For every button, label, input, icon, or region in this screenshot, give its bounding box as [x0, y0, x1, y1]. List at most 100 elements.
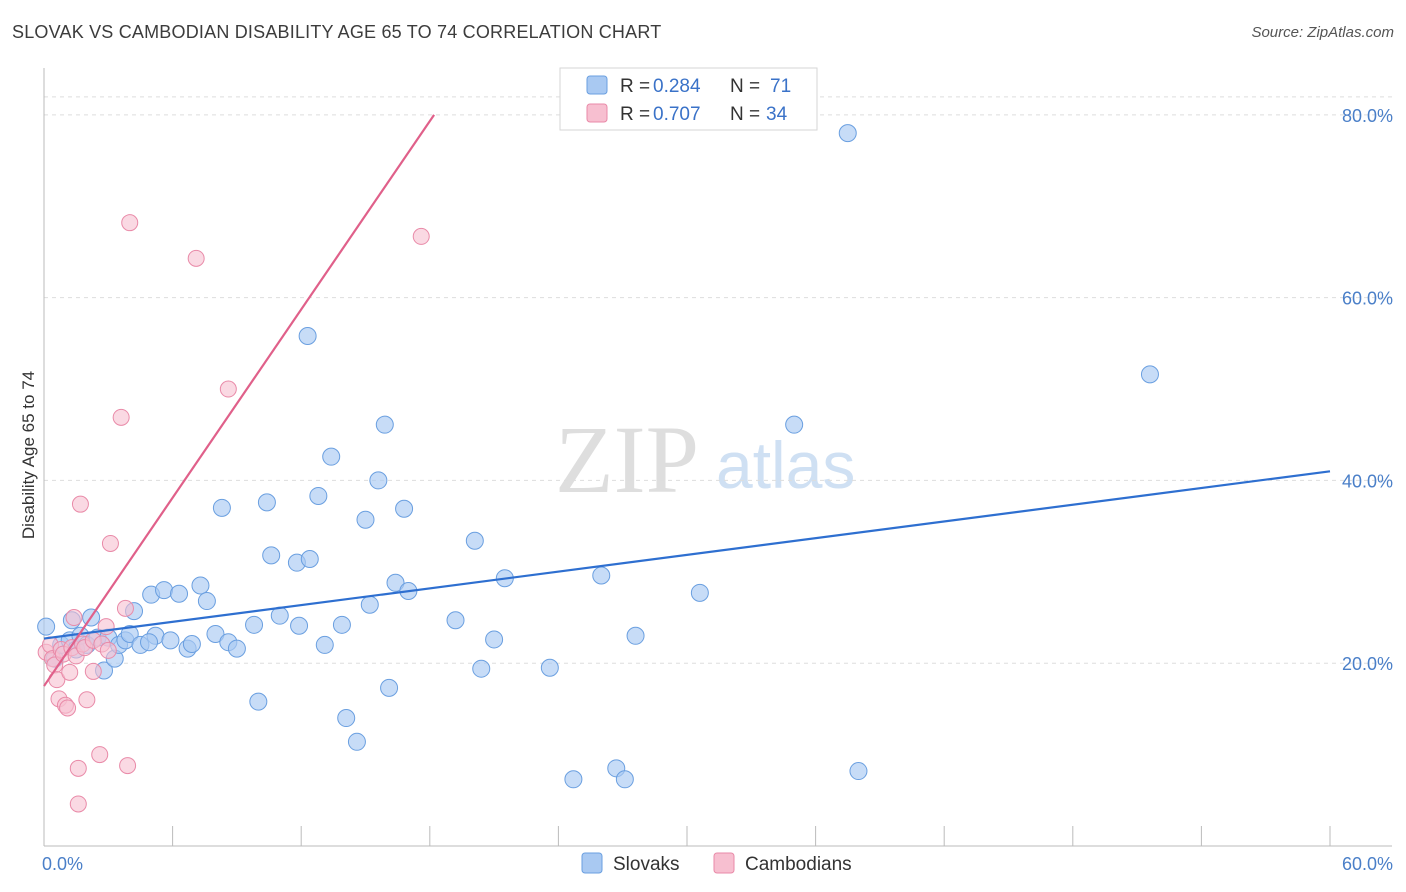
- slovak-point: [690, 583, 709, 602]
- slovak-point: [315, 635, 334, 654]
- slovak-point: [386, 573, 405, 592]
- slovak-point: [161, 631, 180, 650]
- slovak-point: [360, 595, 379, 614]
- slovak-point: [309, 486, 328, 505]
- cambodian-point: [71, 495, 89, 513]
- slovak-point: [212, 498, 231, 517]
- slovak-point: [369, 471, 388, 490]
- y-tick-label: 40.0%: [1342, 471, 1393, 491]
- bottom-legend-slovaks: Slovaks: [613, 854, 680, 875]
- slovaks-series: [37, 124, 1159, 789]
- slovak-point: [182, 635, 201, 654]
- legend-n-value-slovaks: 71: [770, 76, 791, 97]
- bottom-legend: Slovaks Cambodians: [581, 852, 852, 875]
- slovak-point: [356, 510, 375, 529]
- slovak-point: [347, 732, 366, 751]
- y-axis-label: Disability Age 65 to 74: [19, 371, 38, 539]
- cambodian-point: [61, 663, 79, 681]
- slovak-point: [485, 630, 504, 649]
- legend-swatch-slovaks: [586, 75, 608, 95]
- slovak-point: [191, 576, 210, 595]
- slovak-point: [300, 550, 319, 569]
- trend-lines: [43, 114, 1331, 687]
- slovak-point: [540, 658, 559, 677]
- slovak-point: [380, 678, 399, 697]
- chart-title: SLOVAK VS CAMBODIAN DISABILITY AGE 65 TO…: [12, 22, 662, 42]
- slovak-point: [1140, 365, 1159, 384]
- axes: [43, 68, 1392, 847]
- slovak-point: [257, 493, 276, 512]
- y-tick-label: 20.0%: [1342, 654, 1393, 674]
- cambodian-point: [59, 699, 77, 717]
- slovak-point: [155, 581, 174, 600]
- cambodian-point: [119, 757, 137, 775]
- slovak-point: [262, 546, 281, 565]
- legend: R = 0.284 N = 71 R = 0.707 N = 34: [559, 67, 818, 131]
- slovak-point: [337, 709, 356, 728]
- cambodian-point: [101, 534, 119, 552]
- cambodians-series: [37, 214, 430, 813]
- slovak-point: [849, 762, 868, 781]
- legend-r-label-slovaks: R =: [620, 76, 650, 97]
- slovak-point: [375, 415, 394, 434]
- y-tick-label: 80.0%: [1342, 106, 1393, 126]
- legend-r-label-cambodians: R =: [620, 104, 650, 125]
- cambodian-point: [99, 641, 117, 659]
- slovak-point: [615, 770, 634, 789]
- slovak-point: [395, 499, 414, 518]
- slovak-point: [290, 616, 309, 635]
- cambodian-point: [69, 795, 87, 813]
- slovak-point: [249, 692, 268, 711]
- slovak-point: [298, 327, 317, 346]
- cambodian-point: [112, 408, 130, 426]
- slovak-point: [626, 626, 645, 645]
- slovak-point: [170, 584, 189, 603]
- cambodian-point: [121, 214, 139, 232]
- cambodian-point: [65, 609, 83, 627]
- source-label: Source: ZipAtlas.com: [1251, 24, 1394, 41]
- cambodian-point: [78, 691, 96, 709]
- slovak-point: [37, 617, 56, 636]
- slovak-point: [197, 592, 216, 611]
- cambodian-point: [84, 662, 102, 680]
- bottom-legend-swatch-cambodians: [713, 852, 735, 874]
- slovak-point: [245, 615, 264, 634]
- cambodian-trend-line: [43, 114, 435, 687]
- slovak-point: [322, 447, 341, 466]
- watermark-zip: ZIP: [555, 406, 699, 513]
- x-tick-label: 60.0%: [1342, 854, 1393, 874]
- slovak-point: [446, 611, 465, 630]
- slovak-point: [838, 124, 857, 143]
- cambodian-point: [219, 380, 237, 398]
- cambodian-point: [187, 249, 205, 267]
- slovak-trend-line: [43, 470, 1331, 640]
- y-tick-label: 60.0%: [1342, 289, 1393, 309]
- grid-lines: [44, 96, 1392, 664]
- x-tick-label: 0.0%: [42, 854, 83, 874]
- slovak-point: [465, 531, 484, 550]
- slovak-point: [206, 624, 225, 643]
- slovak-point: [564, 770, 583, 789]
- slovak-point: [120, 624, 139, 643]
- cambodian-point: [91, 746, 109, 764]
- legend-r-value-slovaks: 0.284: [653, 76, 701, 97]
- bottom-legend-swatch-slovaks: [581, 852, 603, 874]
- watermark-atlas: atlas: [716, 428, 855, 502]
- tick-labels: 20.0% 40.0% 60.0% 80.0% 0.0% 60.0%: [42, 106, 1393, 874]
- cambodian-point: [412, 227, 430, 245]
- legend-swatch-cambodians: [586, 103, 608, 123]
- legend-r-value-cambodians: 0.707: [653, 104, 701, 125]
- legend-n-value-cambodians: 34: [766, 104, 788, 125]
- bottom-legend-cambodians: Cambodians: [745, 854, 852, 875]
- cambodian-point: [116, 599, 134, 617]
- slovak-point: [140, 633, 159, 652]
- legend-n-label-cambodians: N =: [730, 104, 760, 125]
- slovak-point: [592, 566, 611, 585]
- cambodian-point: [69, 759, 87, 777]
- slovak-point: [227, 639, 246, 658]
- legend-n-label-slovaks: N =: [730, 76, 760, 97]
- slovak-point: [472, 659, 491, 678]
- slovak-point: [332, 615, 351, 634]
- slovak-point: [785, 415, 804, 434]
